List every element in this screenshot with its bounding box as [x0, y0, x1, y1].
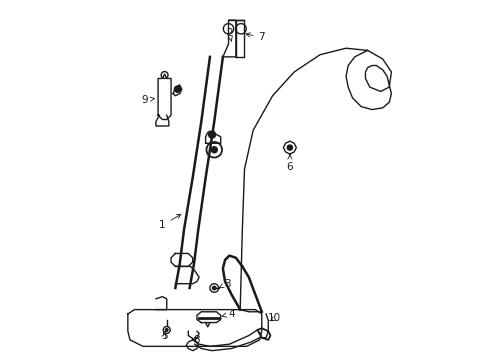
Text: 7: 7 [245, 32, 264, 42]
Circle shape [165, 329, 168, 331]
Circle shape [286, 145, 292, 150]
Circle shape [208, 131, 215, 138]
Text: 1: 1 [159, 214, 181, 230]
Text: 10: 10 [267, 313, 281, 323]
Text: 4: 4 [222, 309, 234, 319]
Circle shape [174, 86, 180, 92]
Text: 2: 2 [225, 28, 232, 41]
Text: 9: 9 [142, 95, 154, 105]
Text: 5: 5 [161, 330, 167, 341]
Circle shape [212, 286, 216, 290]
Circle shape [211, 147, 217, 153]
Text: 6: 6 [286, 155, 293, 172]
Text: 3: 3 [218, 279, 230, 289]
Text: 8: 8 [193, 335, 200, 345]
